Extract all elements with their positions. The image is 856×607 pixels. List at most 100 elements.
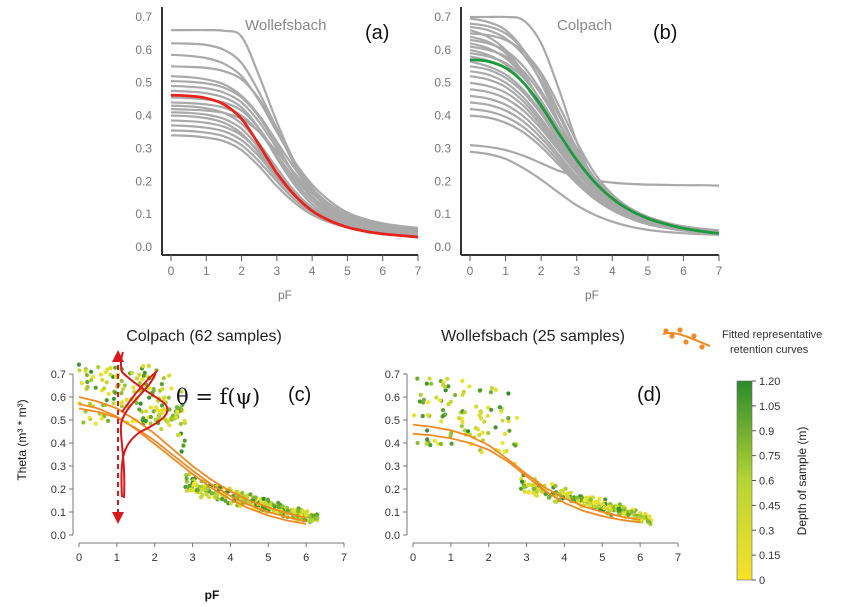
sample-point [183, 484, 188, 489]
sample-point [182, 438, 187, 443]
sample-point [549, 481, 555, 487]
x-tick-label: 5 [344, 264, 351, 278]
sample-point [204, 492, 209, 497]
sample-point [486, 405, 491, 410]
x-tick-label: 5 [599, 552, 605, 564]
sample-point [167, 423, 172, 428]
sample-point [122, 383, 127, 388]
sample-point [106, 418, 111, 423]
sample-point [457, 416, 462, 421]
sample-point [588, 497, 593, 502]
x-tick-label: 3 [524, 552, 530, 564]
panel-b-samples [469, 15, 720, 236]
x-tick-label: 2 [238, 264, 245, 278]
sample-point [582, 498, 588, 503]
sample-point [474, 404, 479, 409]
sample-point [446, 402, 451, 407]
sample-point [143, 409, 149, 414]
colorbar-tick-label: 1.20 [759, 376, 780, 388]
panel-b-title: Colpach [557, 17, 612, 34]
sample-point [180, 402, 185, 407]
sample-point [438, 398, 443, 403]
sample-point [489, 407, 494, 412]
sample-point [219, 496, 225, 502]
sample-curve [469, 70, 720, 234]
sample-point [192, 481, 197, 486]
sample-point [148, 405, 153, 410]
sample-point [499, 409, 504, 414]
sample-point [81, 420, 86, 425]
y-tick-label: 0.3 [385, 461, 400, 473]
sample-point [459, 424, 464, 429]
sample-point [513, 443, 518, 448]
sample-point [261, 496, 266, 501]
sample-point [531, 486, 536, 492]
sample-curve [469, 45, 720, 232]
sample-point [507, 428, 512, 433]
y-tick-label: 0.5 [385, 415, 400, 427]
sample-point [104, 380, 109, 385]
sample-point [165, 419, 170, 424]
y-tick-label: 0.6 [51, 392, 66, 404]
panel-a-samples [170, 28, 419, 239]
sample-point [206, 495, 211, 500]
sample-curve [469, 150, 720, 236]
sample-point [446, 384, 451, 389]
panel-a-axes: 0 1 2 3 4 5 6 7 0.0 0.1 0.2 0.3 0.4 0.5 0.6 0.7 [135, 7, 422, 278]
sample-point [119, 378, 124, 383]
sample-point [87, 415, 92, 420]
sample-point [185, 488, 190, 493]
sample-point [77, 368, 82, 373]
sample-curve [469, 48, 720, 234]
sample-point [161, 407, 166, 412]
sample-point [434, 395, 439, 400]
x-tick-label: 3 [190, 552, 196, 564]
sample-point [521, 485, 527, 490]
y-tick-label: 0.7 [51, 369, 66, 381]
x-tick-label: 0 [76, 552, 82, 564]
x-tick-label: 1 [448, 552, 454, 564]
sample-point [570, 496, 575, 501]
sample-point [124, 397, 129, 402]
sample-point [113, 365, 118, 370]
sample-point [596, 504, 601, 509]
sample-point [478, 416, 484, 421]
sample-point [315, 512, 320, 517]
sample-point [182, 418, 187, 423]
sample-point [157, 408, 162, 413]
sample-point [574, 495, 579, 500]
sample-point [259, 499, 264, 505]
sample-point [645, 519, 651, 524]
x-tick-label: 0 [168, 264, 175, 278]
x-tick-label: 1 [203, 264, 210, 278]
sample-point [140, 377, 145, 382]
sample-point [111, 401, 116, 406]
sample-point [449, 430, 454, 435]
sample-point [514, 415, 520, 420]
y-tick-label: 0.1 [51, 507, 66, 519]
x-tick-label: 6 [379, 264, 386, 278]
sample-point [438, 441, 444, 447]
sample-point [181, 443, 186, 448]
legend-dot [669, 333, 675, 339]
x-tick-label: 4 [561, 552, 567, 564]
y-tick-label: 0.4 [434, 109, 451, 123]
sample-point [138, 401, 143, 406]
sample-point [425, 413, 430, 418]
sample-point [602, 506, 607, 511]
panel-c-axes: 0 1 2 3 4 5 6 7 0.0 0.1 0.2 0.3 0.4 0.5 0.6 0.7 [51, 369, 347, 564]
sample-curve [469, 144, 720, 187]
y-tick-label: 0.2 [51, 484, 66, 496]
sample-point [300, 508, 305, 513]
sample-point [445, 376, 450, 381]
theta-equation: θ = f(ψ) [176, 385, 260, 409]
x-tick-label: 2 [538, 264, 545, 278]
sample-point [291, 508, 296, 513]
x-tick-label: 0 [410, 552, 416, 564]
y-tick-label: 0.7 [135, 10, 152, 24]
fitted-curve [412, 432, 641, 524]
sample-point [178, 421, 183, 426]
sample-point [308, 518, 313, 523]
sample-point [93, 385, 98, 390]
